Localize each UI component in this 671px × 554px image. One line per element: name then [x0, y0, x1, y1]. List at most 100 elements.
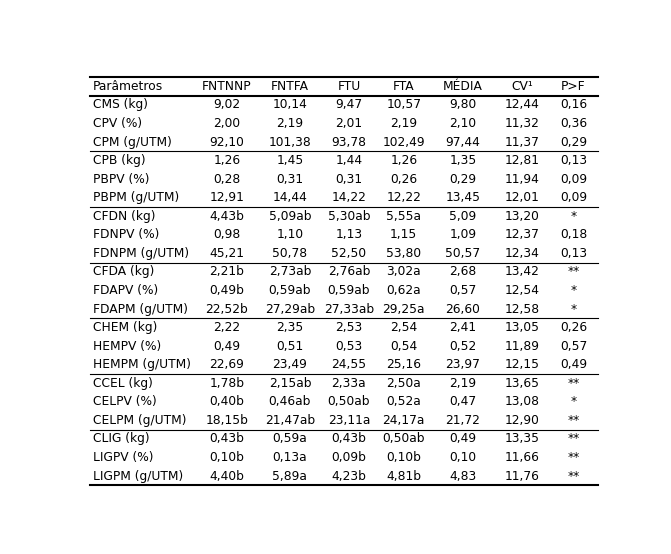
- Text: 4,40b: 4,40b: [209, 470, 244, 483]
- Text: CV¹: CV¹: [511, 80, 533, 93]
- Text: 0,49: 0,49: [450, 433, 476, 445]
- Text: 13,42: 13,42: [505, 265, 539, 279]
- Text: 0,59ab: 0,59ab: [268, 284, 311, 297]
- Text: CPV (%): CPV (%): [93, 117, 142, 130]
- Text: PBPM (g/UTM): PBPM (g/UTM): [93, 191, 179, 204]
- Text: 50,78: 50,78: [272, 247, 307, 260]
- Text: 23,49: 23,49: [272, 358, 307, 371]
- Text: FNTNNP: FNTNNP: [202, 80, 252, 93]
- Text: 12,37: 12,37: [505, 228, 539, 242]
- Text: *: *: [570, 284, 576, 297]
- Text: 0,10b: 0,10b: [209, 451, 244, 464]
- Text: 4,83: 4,83: [449, 470, 476, 483]
- Text: CELPM (g/UTM): CELPM (g/UTM): [93, 414, 187, 427]
- Text: 0,98: 0,98: [213, 228, 240, 242]
- Text: 0,49b: 0,49b: [209, 284, 244, 297]
- Text: CPM (g/UTM): CPM (g/UTM): [93, 136, 172, 148]
- Text: 0,51: 0,51: [276, 340, 303, 353]
- Text: FDNPV (%): FDNPV (%): [93, 228, 160, 242]
- Text: 2,54: 2,54: [390, 321, 417, 334]
- Text: 1,26: 1,26: [213, 154, 240, 167]
- Text: 0,52a: 0,52a: [386, 396, 421, 408]
- Text: 13,65: 13,65: [505, 377, 539, 390]
- Text: 2,19: 2,19: [450, 377, 476, 390]
- Text: 12,58: 12,58: [505, 302, 539, 316]
- Text: 0,46ab: 0,46ab: [268, 396, 311, 408]
- Text: 4,43b: 4,43b: [209, 210, 244, 223]
- Text: 27,29ab: 27,29ab: [265, 302, 315, 316]
- Text: 4,81b: 4,81b: [386, 470, 421, 483]
- Text: *: *: [570, 302, 576, 316]
- Text: 102,49: 102,49: [382, 136, 425, 148]
- Text: **: **: [568, 414, 580, 427]
- Text: HEMPV (%): HEMPV (%): [93, 340, 162, 353]
- Text: 0,09: 0,09: [560, 191, 587, 204]
- Text: 0,50ab: 0,50ab: [382, 433, 425, 445]
- Text: FTU: FTU: [338, 80, 360, 93]
- Text: **: **: [568, 265, 580, 279]
- Text: 2,22: 2,22: [213, 321, 240, 334]
- Text: 0,52: 0,52: [449, 340, 476, 353]
- Text: 0,54: 0,54: [390, 340, 417, 353]
- Text: 0,47: 0,47: [450, 396, 476, 408]
- Text: 0,16: 0,16: [560, 99, 587, 111]
- Text: P>F: P>F: [561, 80, 586, 93]
- Text: 0,10: 0,10: [450, 451, 476, 464]
- Text: 29,25a: 29,25a: [382, 302, 425, 316]
- Text: 12,54: 12,54: [505, 284, 539, 297]
- Text: CFDN (kg): CFDN (kg): [93, 210, 156, 223]
- Text: 0,31: 0,31: [336, 173, 362, 186]
- Text: 1,26: 1,26: [391, 154, 417, 167]
- Text: 21,72: 21,72: [446, 414, 480, 427]
- Text: 0,09: 0,09: [560, 173, 587, 186]
- Text: 2,33a: 2,33a: [331, 377, 366, 390]
- Text: 0,43b: 0,43b: [209, 433, 244, 445]
- Text: 2,01: 2,01: [336, 117, 362, 130]
- Text: **: **: [568, 433, 580, 445]
- Text: 13,05: 13,05: [505, 321, 539, 334]
- Text: 13,08: 13,08: [505, 396, 539, 408]
- Text: 25,16: 25,16: [386, 358, 421, 371]
- Text: 1,09: 1,09: [450, 228, 476, 242]
- Text: 24,17a: 24,17a: [382, 414, 425, 427]
- Text: 5,09: 5,09: [449, 210, 476, 223]
- Text: 1,15: 1,15: [390, 228, 417, 242]
- Text: 0,10b: 0,10b: [386, 451, 421, 464]
- Text: 2,00: 2,00: [213, 117, 240, 130]
- Text: 0,49: 0,49: [560, 358, 587, 371]
- Text: CPB (kg): CPB (kg): [93, 154, 146, 167]
- Text: 0,28: 0,28: [213, 173, 240, 186]
- Text: 97,44: 97,44: [446, 136, 480, 148]
- Text: FNTFA: FNTFA: [271, 80, 309, 93]
- Text: CHEM (kg): CHEM (kg): [93, 321, 158, 334]
- Text: 2,76ab: 2,76ab: [327, 265, 370, 279]
- Text: CELPV (%): CELPV (%): [93, 396, 157, 408]
- Text: FDAPV (%): FDAPV (%): [93, 284, 158, 297]
- Text: 2,35: 2,35: [276, 321, 303, 334]
- Text: 52,50: 52,50: [331, 247, 366, 260]
- Text: 9,02: 9,02: [213, 99, 240, 111]
- Text: 0,62a: 0,62a: [386, 284, 421, 297]
- Text: 0,09b: 0,09b: [331, 451, 366, 464]
- Text: **: **: [568, 470, 580, 483]
- Text: 0,29: 0,29: [560, 136, 587, 148]
- Text: 93,78: 93,78: [331, 136, 366, 148]
- Text: 11,89: 11,89: [505, 340, 539, 353]
- Text: 12,22: 12,22: [386, 191, 421, 204]
- Text: 1,35: 1,35: [449, 154, 476, 167]
- Text: 92,10: 92,10: [209, 136, 244, 148]
- Text: 0,53: 0,53: [336, 340, 362, 353]
- Text: CMS (kg): CMS (kg): [93, 99, 148, 111]
- Text: 1,10: 1,10: [276, 228, 303, 242]
- Text: CCEL (kg): CCEL (kg): [93, 377, 153, 390]
- Text: 27,33ab: 27,33ab: [324, 302, 374, 316]
- Text: 9,80: 9,80: [449, 99, 476, 111]
- Text: *: *: [570, 396, 576, 408]
- Text: 12,90: 12,90: [505, 414, 539, 427]
- Text: 5,30ab: 5,30ab: [327, 210, 370, 223]
- Text: 18,15b: 18,15b: [205, 414, 248, 427]
- Text: 0,26: 0,26: [560, 321, 587, 334]
- Text: 1,78b: 1,78b: [209, 377, 244, 390]
- Text: 5,55a: 5,55a: [386, 210, 421, 223]
- Text: 2,53: 2,53: [336, 321, 362, 334]
